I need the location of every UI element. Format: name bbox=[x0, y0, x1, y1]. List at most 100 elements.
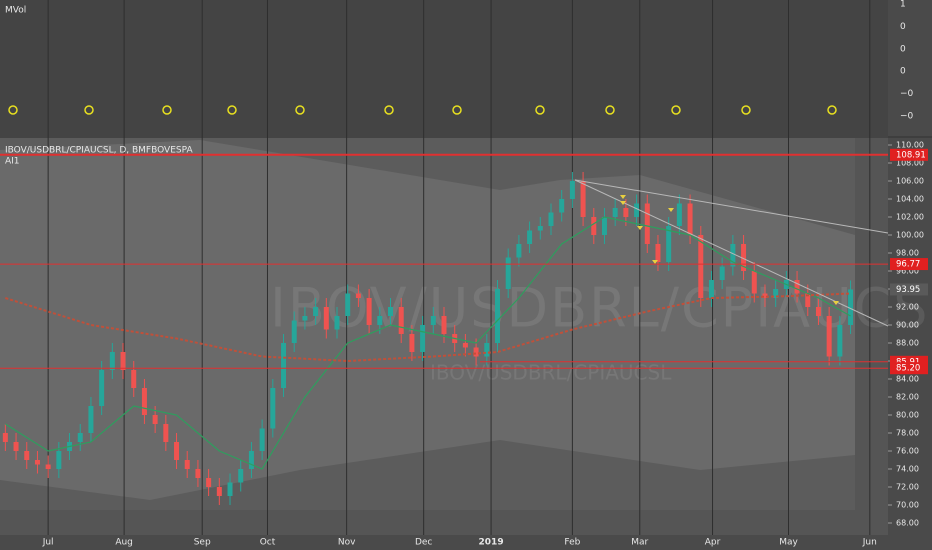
candle-body bbox=[719, 266, 725, 280]
candle-body bbox=[163, 424, 169, 442]
candle-body bbox=[559, 199, 565, 213]
x-tick-label: Nov bbox=[338, 538, 356, 548]
candle-body bbox=[505, 257, 511, 289]
level-flag bbox=[890, 258, 928, 271]
candle-body bbox=[794, 280, 800, 294]
panel-tick-label: 0 bbox=[900, 22, 906, 32]
y-tick-label: 68.00 bbox=[896, 519, 919, 528]
x-tick-label: Sep bbox=[194, 538, 211, 548]
y-tick-label: 100.00 bbox=[896, 231, 924, 240]
candle-body bbox=[591, 217, 597, 235]
x-tick-label: Jul bbox=[42, 538, 54, 548]
candle-body bbox=[366, 298, 372, 325]
candle-body bbox=[634, 203, 640, 217]
chart-title: IBOV/USDBRL/CPIAUCSL, D, BMFBOVESPA bbox=[5, 146, 193, 156]
candle-body bbox=[323, 307, 329, 330]
mvol-markers bbox=[8, 105, 837, 115]
candle-body bbox=[195, 469, 201, 478]
candle-body bbox=[377, 316, 383, 325]
lower-band bbox=[0, 440, 855, 510]
panel-tick-label: 0 bbox=[900, 67, 906, 77]
candle-body bbox=[537, 226, 543, 231]
candle-body bbox=[805, 293, 811, 307]
candle-body bbox=[548, 212, 554, 226]
candle-body bbox=[24, 451, 30, 460]
y-tick-label: 90.00 bbox=[896, 321, 919, 330]
candle-body bbox=[2, 433, 8, 442]
panel-tick-label: 0 bbox=[900, 44, 906, 54]
candle-body bbox=[612, 208, 618, 217]
candle-body bbox=[281, 343, 287, 388]
candle-body bbox=[484, 343, 490, 357]
x-tick-label: Aug bbox=[115, 538, 133, 548]
y-tick-label: 110.00 bbox=[896, 141, 924, 150]
level-label: 85.20 bbox=[896, 364, 920, 374]
candle-body bbox=[152, 415, 158, 424]
candle-body bbox=[676, 203, 682, 226]
y-tick-label: 78.00 bbox=[896, 429, 919, 438]
candle-body bbox=[762, 293, 768, 298]
candle-body bbox=[259, 428, 265, 451]
candle-body bbox=[494, 289, 500, 343]
candle-body bbox=[88, 406, 94, 433]
y-tick-label: 106.00 bbox=[896, 177, 924, 186]
y-tick-label: 82.00 bbox=[896, 393, 919, 402]
candle-body bbox=[34, 460, 40, 465]
x-tick-label: Jun bbox=[862, 538, 877, 548]
moving-average bbox=[5, 292, 851, 363]
x-tick-label: Feb bbox=[564, 538, 580, 548]
x-tick-label: 2019 bbox=[479, 538, 504, 548]
y-tick-label: 92.00 bbox=[896, 303, 919, 312]
candle-body bbox=[441, 316, 447, 334]
candle-body bbox=[815, 307, 821, 316]
indicator-label: AI1 bbox=[5, 157, 20, 167]
panel-tick-label: −0 bbox=[900, 112, 914, 122]
candle-body bbox=[355, 293, 361, 298]
candle-body bbox=[398, 307, 404, 334]
candle-body bbox=[313, 307, 319, 316]
candle-body bbox=[334, 316, 340, 330]
x-tick-label: Mar bbox=[631, 538, 648, 548]
candle-body bbox=[345, 293, 351, 316]
level-flag bbox=[890, 148, 928, 161]
candle-body bbox=[238, 469, 244, 483]
candle-body bbox=[580, 181, 586, 217]
candle-body bbox=[666, 226, 672, 262]
candle-body bbox=[655, 244, 661, 262]
candle-body bbox=[848, 289, 854, 325]
candle-body bbox=[291, 320, 297, 343]
candle-body bbox=[430, 316, 436, 325]
candle-body bbox=[45, 464, 51, 469]
candle-body bbox=[826, 316, 832, 357]
candle-body bbox=[687, 203, 693, 235]
candle-body bbox=[730, 244, 736, 267]
signal-markers bbox=[620, 195, 839, 305]
candle-body bbox=[623, 208, 629, 217]
candle-body bbox=[516, 244, 522, 258]
candle-body bbox=[270, 388, 276, 429]
candle-body bbox=[184, 460, 190, 469]
candle-body bbox=[248, 451, 254, 469]
y-tick-label: 72.00 bbox=[896, 483, 919, 492]
y-tick-label: 74.00 bbox=[896, 465, 919, 474]
mvol-panel bbox=[0, 0, 888, 136]
candle-body bbox=[473, 347, 479, 357]
watermark-small: IBOV/USDBRL/CPIAUCSL bbox=[430, 361, 672, 385]
y-tick-label: 98.00 bbox=[896, 249, 919, 258]
y-tick-label: 70.00 bbox=[896, 501, 919, 510]
panel-tick-label: −0 bbox=[900, 89, 914, 99]
candle-body bbox=[216, 487, 222, 496]
candle-body bbox=[13, 442, 19, 451]
candle-body bbox=[837, 325, 843, 357]
candle-body bbox=[462, 343, 468, 348]
candle-body bbox=[644, 203, 650, 244]
candle-body bbox=[227, 482, 233, 496]
candle-body bbox=[131, 370, 137, 388]
candle-body bbox=[120, 352, 126, 370]
x-tick-label: Dec bbox=[415, 538, 432, 548]
y-tick-label: 84.00 bbox=[896, 375, 919, 384]
candle-body bbox=[409, 334, 415, 352]
candle-body bbox=[527, 230, 533, 244]
